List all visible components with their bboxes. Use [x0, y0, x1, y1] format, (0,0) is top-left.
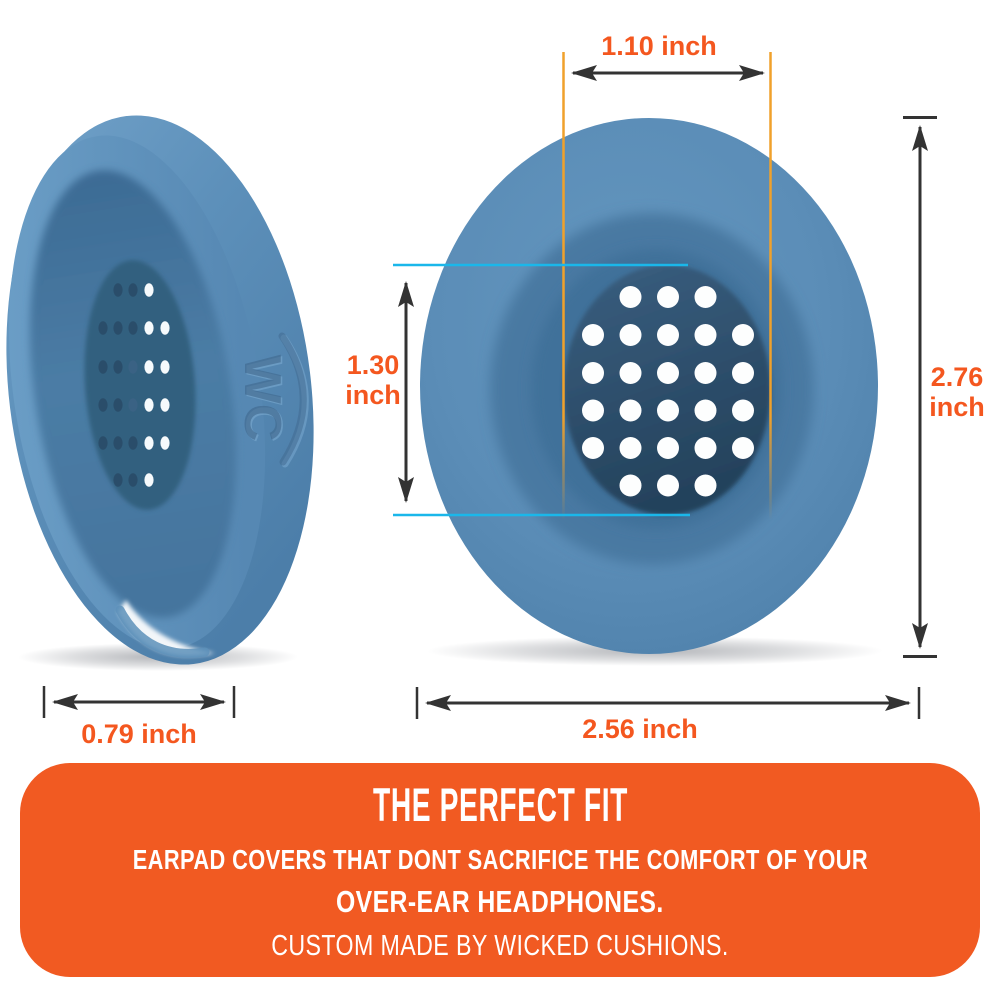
dimension-label-outer-height-value: 2.76 [930, 362, 984, 392]
banner-subtitle-line3: CUSTOM MADE BY WICKED CUSHIONS. [271, 930, 729, 963]
banner: THE PERFECT FIT EARPAD COVERS THAT DONT … [20, 763, 980, 977]
side-view-holes [98, 283, 170, 487]
wc-logo: WC WC [233, 332, 309, 468]
dimension-label-outer-height: 2.76 inch [929, 362, 985, 422]
dimension-label-inner-height-value: 1.30 [346, 350, 400, 380]
dimension-label-depth: 0.79 inch [81, 719, 197, 749]
dimension-label-inner-height-unit: inch [345, 380, 401, 410]
dimension-label-inner-width: 1.10 inch [601, 31, 717, 61]
wc-logo-text: WC [233, 355, 291, 442]
earpad-side-view: WC WC [6, 115, 314, 665]
banner-subtitle-line1: EARPAD COVERS THAT DONT SACRIFICE THE CO… [132, 844, 868, 876]
dimension-arrows [42, 65, 937, 719]
banner-title: THE PERFECT FIT [372, 778, 628, 831]
dimension-label-inner-height: 1.30 inch [345, 350, 401, 410]
banner-subtitle-line2: OVER-EAR HEADPHONES. [336, 884, 664, 920]
dimension-label-outer-width: 2.56 inch [582, 714, 698, 744]
front-view-holes [582, 286, 754, 497]
wc-logo-highlight: WC [235, 356, 293, 443]
dimension-label-outer-height-unit: inch [929, 392, 985, 422]
guide-lines [393, 52, 772, 520]
earpad-front-view [420, 118, 878, 654]
